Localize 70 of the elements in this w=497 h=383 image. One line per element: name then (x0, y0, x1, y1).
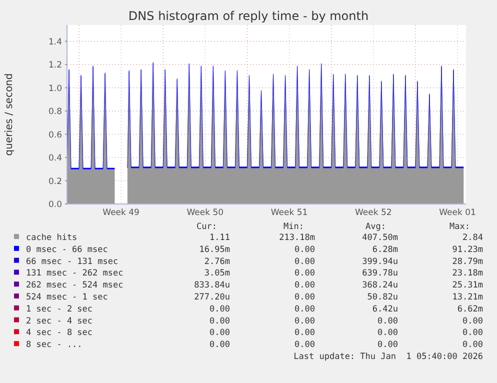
text: 25.31m (452, 280, 483, 291)
y-tick-label: 1.2 (48, 60, 62, 71)
x-tick-label: Week 49 (102, 208, 140, 218)
y-tick-label: 1.0 (48, 84, 62, 94)
y-tick-label: 0.8 (48, 107, 62, 118)
text: 407.50m (362, 233, 398, 243)
text: 0.00 (294, 304, 315, 314)
text: 0.00 (462, 328, 483, 338)
text: 0.00 (210, 340, 230, 350)
chart-title: DNS histogram of reply time - by month (128, 9, 369, 23)
text: 6.42u (372, 304, 398, 314)
legend-label: 524 msec - 1 sec (26, 292, 108, 302)
legend-label: 2 sec - 4 sec (26, 316, 93, 326)
text: 639.78u (362, 268, 398, 279)
text: 1.11 (210, 233, 230, 243)
y-tick-label: 0.4 (48, 154, 62, 164)
y-tick-label: 1.4 (48, 37, 62, 48)
text: 23.18m (452, 268, 483, 279)
x-tick-label: Week 52 (354, 208, 392, 218)
text: 833.84u (194, 280, 230, 291)
text: Avg: (366, 222, 386, 232)
text: 0.00 (210, 304, 230, 314)
text: 0.00 (294, 256, 315, 267)
text: 368.24u (362, 280, 398, 291)
x-tick-label: Week 01 (439, 208, 476, 218)
text: 6.62m (457, 304, 483, 314)
legend-label: 0 msec - 66 msec (26, 244, 108, 255)
legend-label: 8 sec - ... (26, 340, 82, 350)
text: Last update: Thu Jan 1 05:40:00 2026 (294, 352, 483, 362)
text: 2.84 (462, 233, 483, 243)
text: 13.21m (452, 292, 483, 302)
text: 0.00 (294, 316, 315, 326)
y-tick-label: 0.2 (48, 176, 62, 187)
text: 6.28m (372, 244, 398, 255)
text: 28.79m (452, 256, 483, 267)
legend-label: 1 sec - 2 sec (26, 304, 93, 314)
text: 50.82u (367, 292, 398, 302)
text: 91.23m (452, 244, 483, 255)
text: 0.00 (462, 316, 483, 326)
text: 277.20u (194, 292, 230, 302)
text: 399.94u (362, 256, 398, 267)
text: 2.76m (204, 256, 230, 267)
text: 0.00 (378, 316, 398, 326)
text: 0.00 (210, 316, 230, 326)
text: 0.00 (294, 244, 315, 255)
x-tick-label: Week 50 (186, 208, 224, 218)
text: 0.00 (294, 340, 315, 350)
text: 3.05m (204, 268, 230, 279)
text: 213.18m (279, 233, 315, 243)
text: Max: (450, 222, 470, 232)
legend-label: cache hits (26, 233, 78, 243)
legend-label: 4 sec - 8 sec (26, 328, 93, 338)
text: 0.00 (210, 328, 230, 338)
text: 0.00 (294, 328, 315, 338)
legend-label: 262 msec - 524 msec (26, 280, 124, 291)
text: 0.00 (462, 340, 483, 350)
x-tick-label: Week 51 (270, 208, 308, 218)
text: 16.95m (199, 244, 230, 255)
legend-label: 66 msec - 131 msec (26, 256, 118, 267)
text: 0.00 (378, 328, 398, 338)
text: Min: (284, 222, 304, 232)
y-axis-title: queries / second (4, 73, 15, 156)
legend-label: 131 msec - 262 msec (26, 268, 124, 279)
y-tick-label: 0.6 (48, 130, 62, 140)
text: Cur: (196, 222, 217, 232)
text: 0.00 (294, 292, 315, 302)
text: 0.00 (378, 340, 398, 350)
y-tick-label: 0.0 (48, 200, 62, 210)
text: 0.00 (294, 268, 315, 279)
text: 0.00 (294, 280, 315, 291)
